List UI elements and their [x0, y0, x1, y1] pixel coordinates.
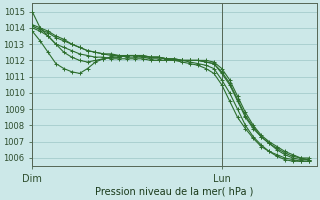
X-axis label: Pression niveau de la mer( hPa ): Pression niveau de la mer( hPa ) [95, 187, 253, 197]
